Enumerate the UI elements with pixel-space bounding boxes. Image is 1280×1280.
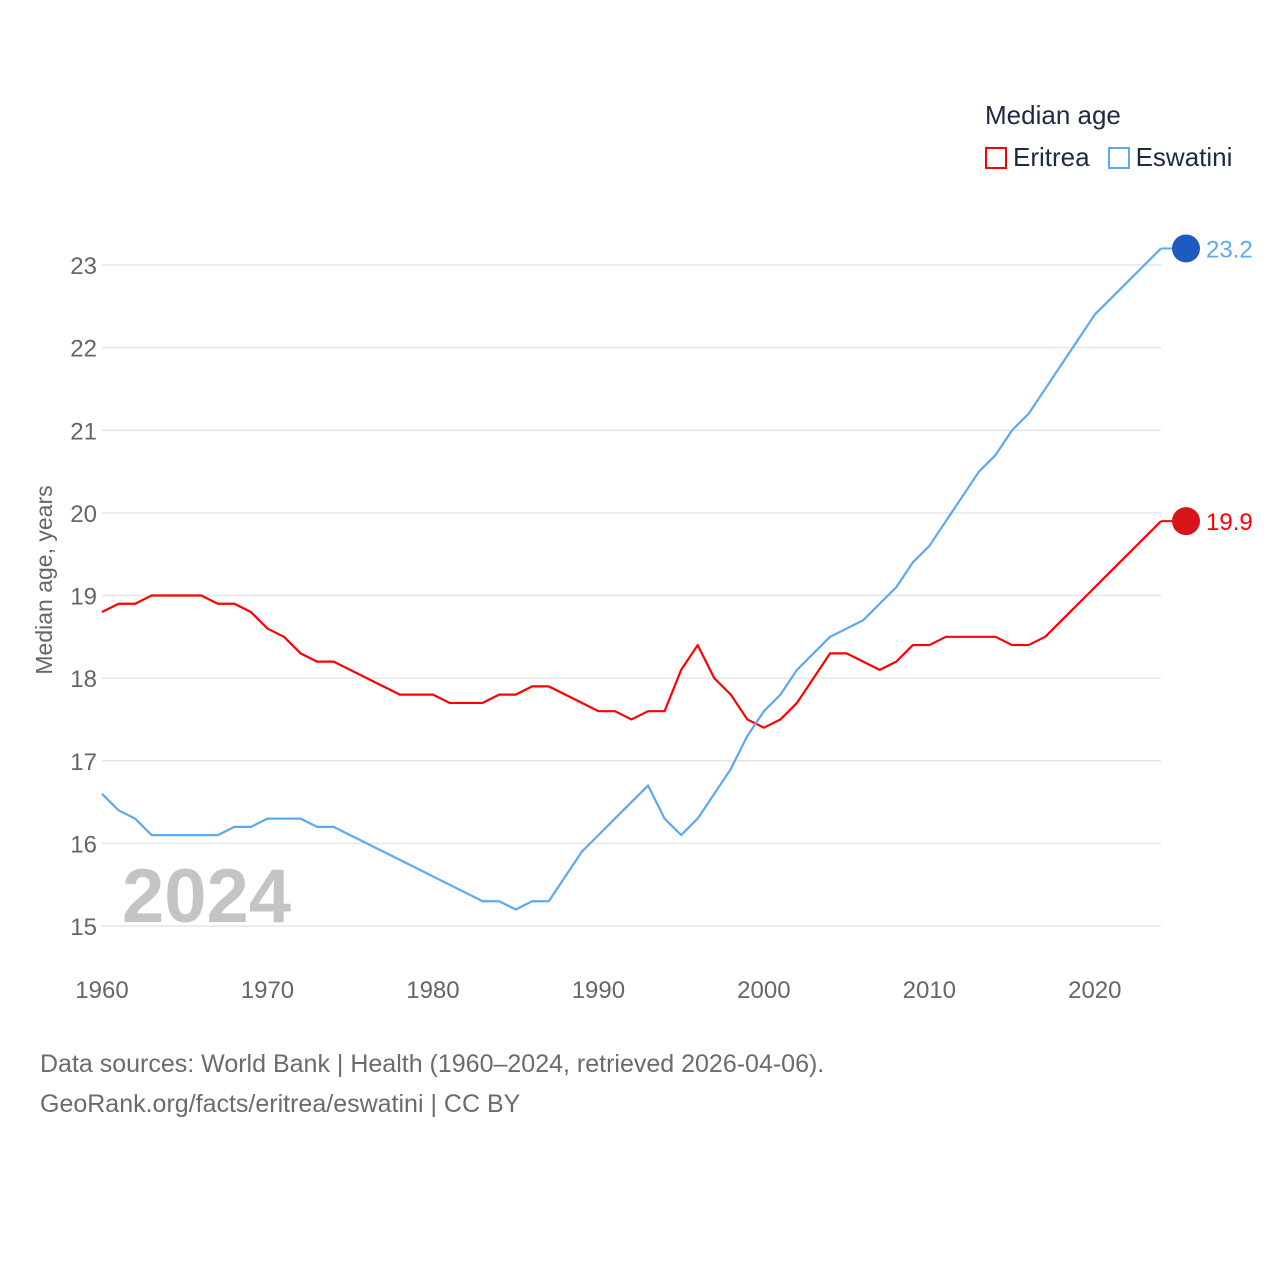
- legend-swatch-eswatini: [1107, 146, 1130, 169]
- year-watermark: 2024: [122, 854, 291, 939]
- footer: Data sources: World Bank | Health (1960–…: [40, 1044, 824, 1124]
- flag-icon-eritrea: [1172, 507, 1200, 536]
- source-link[interactable]: GeoRank.org/facts/eritrea/eswatini | CC …: [40, 1090, 521, 1118]
- legend-title: Median age: [985, 100, 1121, 130]
- x-tick-label: 1980: [406, 977, 459, 1004]
- y-tick-label: 16: [70, 831, 97, 858]
- legend-label: Eritrea: [1013, 142, 1090, 172]
- y-tick-label: 23: [70, 253, 97, 280]
- y-tick-label: 22: [70, 336, 97, 363]
- x-tick-label: 1970: [241, 977, 294, 1004]
- legend: Eritrea Eswatini: [985, 142, 1232, 173]
- x-tick-label: 1990: [572, 977, 625, 1004]
- y-tick-label: 19: [70, 584, 97, 611]
- x-tick-label: 2000: [737, 977, 790, 1004]
- x-tick-label: 2020: [1068, 977, 1121, 1004]
- legend-item-eswatini[interactable]: Eswatini: [1107, 142, 1233, 173]
- y-tick-label: 17: [70, 749, 97, 776]
- y-tick-label: 18: [70, 666, 97, 693]
- legend-swatch-eritrea: [985, 146, 1007, 169]
- flag-icon-eswatini: [1172, 234, 1200, 263]
- series-line-eritrea: [101, 520, 1162, 729]
- y-tick-label: 15: [70, 914, 97, 941]
- end-value-label: 19.9: [1206, 509, 1253, 536]
- series-line-eswatini: [101, 247, 1162, 911]
- data-sources: Data sources: World Bank | Health (1960–…: [40, 1050, 825, 1078]
- legend-label: Eswatini: [1135, 142, 1233, 172]
- x-tick-label: 1960: [75, 977, 128, 1004]
- y-axis-label: Median age, years: [31, 485, 57, 674]
- y-tick-label: 21: [70, 418, 97, 445]
- legend-item-eritrea[interactable]: Eritrea: [985, 142, 1090, 173]
- y-tick-label: 20: [70, 501, 97, 528]
- x-tick-label: 2010: [903, 977, 956, 1004]
- end-value-label: 23.2: [1206, 236, 1253, 263]
